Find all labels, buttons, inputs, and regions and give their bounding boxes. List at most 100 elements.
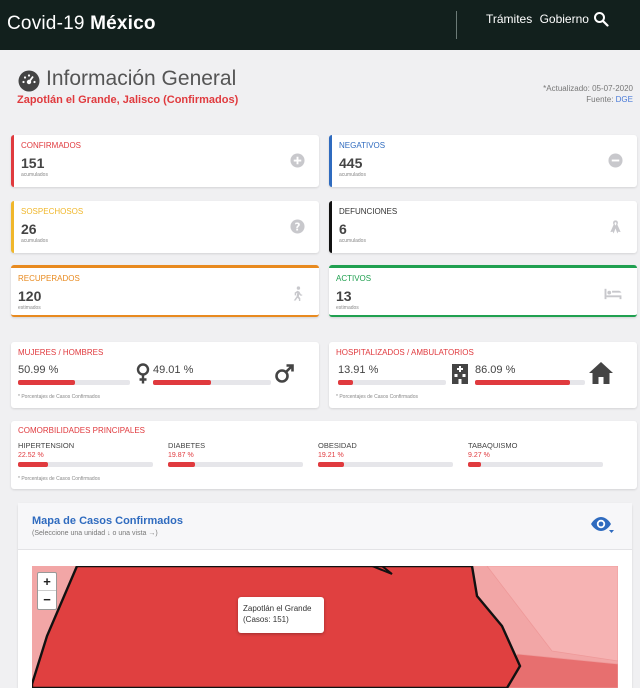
men-percent: 49.01 % — [153, 364, 194, 376]
card-label: DEFUNCIONES — [339, 207, 398, 216]
zoom-out-button[interactable]: − — [43, 592, 51, 607]
comorbidity-bar — [468, 462, 603, 467]
comorbidity-name: HIPERTENSION — [18, 441, 75, 450]
card-value: 6 — [339, 221, 347, 237]
ambulatory-bar — [475, 380, 585, 385]
hospitalized-bar-fill — [338, 380, 354, 385]
comorbidity-bar-fill — [18, 462, 49, 467]
navbar: Covid-19 México Trámites Gobierno — [0, 0, 640, 50]
map-title: Mapa de Casos Confirmados — [32, 515, 183, 527]
card-sub: estimados — [18, 305, 41, 311]
card-value: 120 — [18, 288, 42, 304]
tooltip-name: Zapotlán el Grande — [243, 604, 312, 613]
comorbidity-name: TABAQUISMO — [468, 441, 518, 450]
card-label: NEGATIVOS — [339, 141, 386, 150]
comorbidity-name: DIABETES — [168, 441, 206, 450]
card-label: MUJERES / HOMBRES — [18, 348, 104, 357]
hospitalized-percent: 13.91 % — [338, 364, 379, 376]
ambulatory-percent: 86.09 % — [475, 364, 516, 376]
card-sub: estimados — [336, 305, 359, 311]
updated-date: *Actualizado: 05-07-2020 — [543, 84, 633, 93]
comorbidity-bar — [18, 462, 153, 467]
card-sub: acumulados — [21, 238, 48, 244]
comorbidity-bar — [168, 462, 303, 467]
women-bar — [18, 380, 130, 385]
comorbidity-percent: 19.21 % — [318, 452, 344, 459]
source-label: Fuente: — [586, 95, 614, 104]
map-view[interactable]: + − Zapotlán el Grande (Casos: 151) — [32, 566, 618, 688]
male-icon — [275, 364, 294, 383]
brand-logo[interactable]: Covid-19 México — [7, 13, 156, 35]
comorbidity-bar-fill — [168, 462, 195, 467]
card-confirmados[interactable]: CONFIRMADOS 151 acumulados — [11, 135, 319, 187]
card-gender: MUJERES / HOMBRES 50.99 % 49.01 % * Porc… — [11, 342, 319, 408]
card-value: 445 — [339, 155, 363, 171]
tooltip-cases: (Casos: 151) — [243, 615, 289, 624]
card-value: 151 — [21, 155, 45, 171]
home-icon — [589, 362, 613, 384]
nav-link-gobierno[interactable]: Gobierno — [539, 12, 589, 26]
card-sub: acumulados — [339, 238, 366, 244]
card-note: * Porcentajes de Casos Confirmados — [18, 476, 100, 482]
card-sub: acumulados — [21, 172, 48, 178]
nav-links: Trámites Gobierno — [486, 12, 593, 26]
comorbidity-bar — [318, 462, 453, 467]
card-map: Mapa de Casos Confirmados (Seleccione un… — [18, 503, 632, 688]
card-label: ACTIVOS — [336, 274, 372, 283]
brand-bold: México — [90, 13, 156, 34]
card-recuperados[interactable]: RECUPERADOS 120 estimados — [11, 265, 319, 317]
map-tooltip: Zapotlán el Grande (Casos: 151) — [238, 597, 324, 633]
walking-person-icon — [293, 286, 303, 301]
nav-link-tramites[interactable]: Trámites — [486, 12, 533, 26]
map-subtitle: (Seleccione una unidad ↓ o una vista →) — [32, 530, 158, 537]
bed-icon — [604, 288, 622, 300]
question-circle-icon: ? — [290, 219, 305, 234]
ambulatory-bar-fill — [475, 380, 570, 385]
card-note: * Porcentajes de Casos Confirmados — [18, 394, 100, 400]
card-label: RECUPERADOS — [18, 274, 80, 283]
men-bar-fill — [153, 380, 211, 385]
hospitalized-bar — [338, 380, 446, 385]
card-activos[interactable]: ACTIVOS 13 estimados — [329, 265, 637, 317]
map-header: Mapa de Casos Confirmados (Seleccione un… — [18, 503, 632, 550]
zoom-controls: + − — [37, 572, 57, 610]
card-defunciones[interactable]: DEFUNCIONES 6 acumulados — [329, 201, 637, 253]
card-value: 26 — [21, 221, 37, 237]
card-sospechosos[interactable]: SOSPECHOSOS 26 acumulados ? — [11, 201, 319, 253]
brand-prefix: Covid-19 — [7, 13, 85, 34]
card-label: COMORBILIDADES PRINCIPALES — [18, 426, 145, 435]
search-icon[interactable] — [593, 11, 609, 27]
plus-circle-icon — [290, 153, 305, 168]
card-label: SOSPECHOSOS — [21, 207, 84, 216]
ribbon-icon — [610, 220, 621, 234]
women-percent: 50.99 % — [18, 364, 59, 376]
page-title: Información General — [46, 67, 237, 90]
card-value: 13 — [336, 288, 352, 304]
card-label: HOSPITALIZADOS / AMBULATORIOS — [336, 348, 474, 357]
card-note: * Porcentajes de Casos Confirmados — [336, 394, 418, 400]
female-icon — [136, 363, 150, 384]
comorbidity-percent: 9.27 % — [468, 452, 490, 459]
hospital-icon — [452, 364, 468, 384]
comorbidity-percent: 22.52 % — [18, 452, 44, 459]
card-negativos[interactable]: NEGATIVOS 445 acumulados — [329, 135, 637, 187]
comorbidity-percent: 19.87 % — [168, 452, 194, 459]
page-subtitle: Zapotlán el Grande, Jalisco (Confirmados… — [17, 94, 239, 106]
card-comorbidities: COMORBILIDADES PRINCIPALES HIPERTENSION … — [11, 421, 637, 489]
card-sub: acumulados — [339, 172, 366, 178]
comorbidity-name: OBESIDAD — [318, 441, 357, 450]
navbar-divider — [456, 11, 457, 39]
update-info: *Actualizado: 05-07-2020 Fuente: DGE — [543, 83, 633, 105]
card-label: CONFIRMADOS — [21, 141, 81, 150]
card-hospitalizados: HOSPITALIZADOS / AMBULATORIOS 13.91 % 86… — [329, 342, 637, 408]
women-bar-fill — [18, 380, 76, 385]
comorbidity-bar-fill — [318, 462, 344, 467]
comorbidity-bar-fill — [468, 462, 481, 467]
source-link[interactable]: DGE — [615, 95, 633, 104]
eye-dropdown-icon[interactable] — [590, 515, 614, 535]
svg-text:?: ? — [295, 221, 301, 233]
zoom-in-button[interactable]: + — [38, 573, 56, 591]
men-bar — [153, 380, 271, 385]
dashboard-gauge-icon — [18, 70, 40, 92]
minus-circle-icon — [608, 153, 623, 168]
